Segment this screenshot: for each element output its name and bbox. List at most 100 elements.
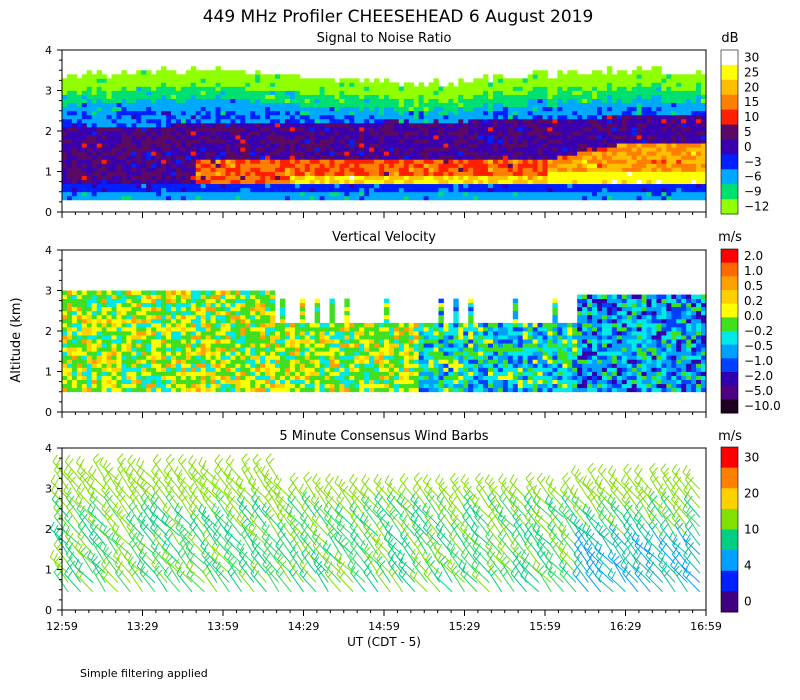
snr-cell — [398, 135, 405, 140]
snr-cell — [245, 78, 251, 83]
velocity-cell — [131, 375, 137, 380]
snr-cell — [166, 106, 172, 112]
snr-cell — [601, 106, 608, 112]
snr-cell — [532, 159, 538, 164]
snr-cell — [502, 175, 509, 180]
snr-cell — [195, 118, 202, 124]
velocity-cell — [116, 310, 122, 316]
velocity-cell — [225, 371, 231, 376]
snr-cell — [507, 82, 514, 87]
snr-cell — [126, 131, 132, 136]
snr-cell — [473, 86, 479, 91]
snr-cell — [597, 167, 603, 172]
snr-cell — [438, 94, 444, 99]
snr-cell — [512, 143, 519, 148]
snr-cell — [279, 163, 286, 168]
snr-cell — [502, 147, 509, 152]
velocity-cell — [66, 379, 73, 385]
snr-cell — [552, 139, 558, 144]
velocity-cell — [116, 343, 122, 348]
snr-cell — [428, 94, 434, 99]
snr-cell — [175, 86, 182, 91]
snr-cell — [235, 183, 241, 189]
snr-cell — [691, 90, 697, 95]
snr-cell — [616, 70, 623, 75]
snr-cell — [393, 114, 400, 120]
velocity-cell — [220, 359, 226, 364]
velocity-cell — [121, 367, 127, 372]
snr-cell — [433, 139, 439, 144]
snr-cell — [344, 143, 350, 148]
snr-cell — [641, 167, 647, 172]
snr-cell — [344, 131, 350, 136]
snr-cell — [443, 126, 449, 132]
snr-cell — [547, 163, 553, 168]
snr-cell — [502, 98, 509, 104]
snr-cell — [230, 78, 236, 83]
snr-cell — [661, 163, 667, 168]
snr-cell — [651, 94, 657, 99]
snr-cell — [403, 143, 410, 148]
snr-cell — [235, 159, 241, 164]
snr-cell — [691, 179, 697, 185]
snr-cell — [557, 155, 563, 160]
snr-cell — [656, 151, 662, 156]
velocity-cell — [215, 347, 221, 352]
velocity-cell — [220, 383, 226, 389]
snr-cell — [240, 82, 246, 87]
snr-cell — [279, 175, 286, 180]
snr-cell — [428, 179, 434, 185]
snr-cell — [626, 175, 633, 180]
velocity-cell — [161, 326, 167, 332]
snr-cell — [507, 78, 514, 83]
velocity-cell — [151, 375, 157, 380]
velocity-cell — [66, 343, 73, 348]
snr-cell — [146, 179, 152, 185]
snr-cell — [686, 98, 692, 104]
snr-cell — [156, 151, 162, 156]
snr-cell — [661, 86, 667, 91]
snr-cell — [250, 183, 256, 189]
snr-cell — [205, 183, 212, 189]
velocity-cell — [76, 318, 83, 324]
snr-cell — [349, 163, 355, 168]
snr-cell — [537, 118, 543, 124]
snr-cell — [86, 147, 93, 152]
snr-cell — [696, 82, 702, 87]
snr-cell — [428, 183, 434, 189]
snr-cell — [91, 183, 98, 189]
snr-cell — [255, 102, 261, 108]
snr-cell — [636, 191, 642, 197]
snr-cell — [180, 195, 187, 201]
snr-cell — [369, 139, 375, 144]
snr-cell — [492, 135, 499, 140]
snr-cell — [428, 143, 434, 148]
snr-cell — [166, 135, 172, 140]
snr-cell — [180, 151, 187, 156]
snr-cell — [309, 191, 316, 197]
snr-cell — [195, 159, 202, 164]
snr-cell — [626, 114, 633, 120]
velocity-cell — [210, 306, 216, 312]
colorbar-swatch — [721, 109, 738, 126]
velocity-cell — [81, 367, 88, 372]
snr-cell — [577, 143, 583, 148]
snr-cell — [309, 98, 316, 104]
snr-cell — [592, 155, 598, 160]
velocity-cell — [86, 383, 93, 389]
snr-cell — [354, 118, 360, 124]
snr-cell — [438, 191, 444, 197]
snr-cell — [195, 135, 202, 140]
snr-cell — [255, 183, 261, 189]
snr-cell — [577, 139, 583, 144]
snr-cell — [408, 114, 415, 120]
velocity-cell — [185, 339, 192, 344]
snr-cell — [96, 143, 103, 148]
snr-cell — [686, 147, 692, 152]
velocity-cell — [156, 339, 162, 344]
snr-cell — [453, 122, 459, 128]
snr-cell — [180, 86, 187, 91]
snr-cell — [299, 110, 306, 116]
snr-cell — [651, 163, 657, 168]
velocity-cell — [190, 343, 197, 348]
